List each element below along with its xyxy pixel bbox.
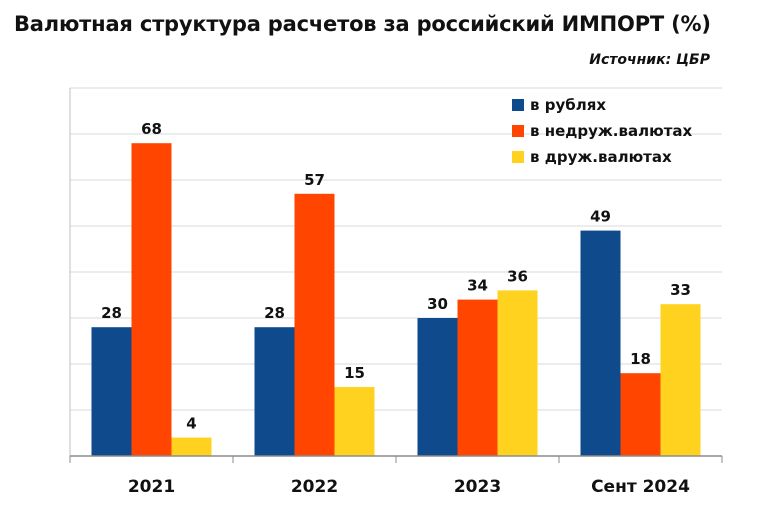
x-tick-label: 2023 (454, 477, 501, 497)
bar (131, 143, 172, 456)
data-label: 28 (101, 304, 122, 322)
bar (497, 290, 538, 456)
legend-label: в друж.валютах (530, 148, 672, 166)
bar (294, 193, 335, 457)
chart-source: Источник: ЦБР (589, 52, 710, 68)
x-tick-label: 2021 (128, 477, 175, 497)
data-label: 28 (264, 304, 285, 322)
bar (334, 387, 375, 456)
legend-item-unfriendly: в недруж.валютах (512, 118, 692, 144)
x-tick-label: 2022 (291, 477, 338, 497)
data-label: 18 (630, 350, 651, 368)
bar (457, 299, 498, 456)
data-label: 49 (590, 208, 611, 226)
bar (171, 437, 212, 456)
legend: в рублях в недруж.валютах в друж.валютах (512, 92, 692, 170)
legend-swatch (512, 125, 524, 137)
x-tick-label: Сент 2024 (591, 477, 690, 497)
data-label: 36 (507, 267, 528, 285)
data-label: 34 (467, 277, 488, 295)
legend-swatch (512, 151, 524, 163)
legend-label: в недруж.валютах (530, 122, 693, 140)
bar (620, 373, 661, 456)
bar (417, 318, 458, 456)
legend-item-rubles: в рублях (512, 92, 692, 118)
x-axis: 2021 2022 2023 Сент 2024 (69, 455, 723, 497)
data-label: 30 (427, 295, 448, 313)
data-label: 57 (304, 171, 325, 189)
legend-item-friendly: в друж.валютах (512, 144, 692, 170)
bars (91, 143, 701, 457)
bar (660, 304, 701, 456)
bar (91, 327, 132, 456)
bar (254, 327, 295, 456)
data-label: 15 (344, 364, 365, 382)
chart-title: Валютная структура расчетов за российски… (14, 12, 711, 36)
data-labels: 28 68 4 28 57 15 30 34 36 49 18 33 (101, 120, 691, 432)
bar (580, 230, 621, 456)
data-label: 68 (141, 120, 162, 138)
legend-label: в рублях (530, 96, 606, 114)
data-label: 33 (670, 281, 691, 299)
legend-swatch (512, 99, 524, 111)
data-label: 4 (186, 415, 196, 433)
